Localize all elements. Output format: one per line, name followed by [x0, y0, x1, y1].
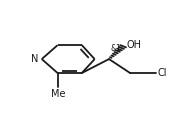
- Text: &1: &1: [111, 44, 121, 53]
- Text: OH: OH: [126, 40, 141, 50]
- Text: Me: Me: [51, 89, 66, 99]
- Text: N: N: [31, 54, 39, 64]
- Text: Cl: Cl: [157, 68, 167, 78]
